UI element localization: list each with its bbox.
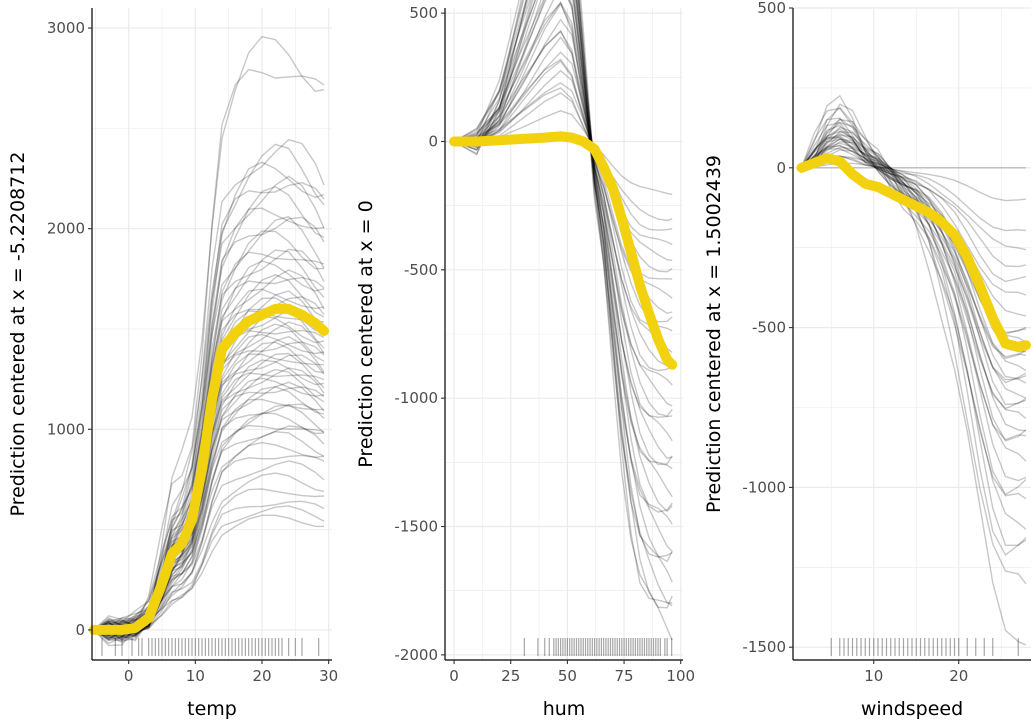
ice-line [93, 412, 325, 635]
x-tick-label: 100 [666, 667, 695, 685]
ice-line [453, 0, 673, 442]
ice-line [453, 0, 673, 417]
y-tick-label: 1000 [47, 420, 85, 438]
x-tick-label: 50 [558, 667, 577, 685]
ice-line [93, 161, 325, 642]
ice-line [453, 0, 673, 525]
ice-line [93, 377, 325, 637]
temp-ice-panel: 0 1000 2000 3000 0 10 20 30 temp Prediction cente… [7, 8, 338, 720]
y-tick-label: 500 [409, 4, 438, 22]
ice-line [453, 60, 673, 273]
y-tick-label: 0 [75, 621, 85, 639]
ice-line [453, 51, 673, 299]
ice-line [453, 2, 673, 367]
ice-line [801, 134, 1027, 384]
y-tick-label: 3000 [47, 19, 85, 37]
ice-line [454, 0, 673, 460]
ice-line [453, 0, 673, 607]
ice-line [801, 142, 1027, 380]
ice-line [800, 124, 1027, 420]
ice-line [801, 155, 1027, 251]
x-tick-label: 10 [186, 667, 205, 685]
ice-line [454, 0, 673, 558]
y-tick-label: -2000 [394, 646, 438, 664]
ice-line [93, 248, 325, 636]
ice-line [801, 128, 1027, 384]
y-tick-label: -1000 [394, 389, 438, 407]
ice-line [454, 1, 673, 372]
ice-line [93, 359, 325, 636]
y-tick-label: -1500 [742, 638, 786, 656]
y-tick-label: 0 [428, 132, 438, 150]
x-tick-label: 0 [124, 667, 134, 685]
ice-line [801, 144, 1027, 296]
ice-line [800, 136, 1027, 399]
ice-line [453, 0, 673, 641]
ice-line [801, 155, 1027, 268]
ice-line [93, 138, 325, 635]
ice-line [453, 0, 673, 583]
x-tick-label: 25 [501, 667, 520, 685]
pdp-average-line [88, 303, 329, 635]
ice-line [800, 107, 1027, 646]
ice-line [453, 0, 673, 498]
ice-line [454, 0, 673, 407]
x-tick-label: 20 [949, 667, 968, 685]
ice-line [454, 0, 673, 604]
ice-line [93, 215, 325, 631]
ice-line [801, 103, 1027, 556]
y-tick-label: 0 [776, 159, 786, 177]
ice-line [454, 69, 673, 262]
ice-line [453, 0, 673, 609]
ice-line [93, 181, 325, 645]
ice-line [454, 0, 673, 418]
ice-line [800, 130, 1027, 482]
ice-line [800, 136, 1027, 372]
ice-line [453, 0, 673, 563]
ice-line [454, 36, 673, 315]
ice-line [453, 0, 673, 466]
x-tick-label: 30 [319, 667, 338, 685]
ice-line [453, 1, 673, 386]
ice-line [454, 58, 673, 280]
hum-ice-panel: 500 0 -500 -1000 -1500 -2000 0 25 50 75 100 hum Pred… [355, 0, 695, 720]
y-tick-label: -1000 [742, 478, 786, 496]
ice-line [93, 216, 325, 641]
x-axis-title: temp [187, 698, 237, 720]
ice-line [93, 230, 325, 638]
x-tick-label: 0 [449, 667, 459, 685]
ice-line [93, 175, 325, 631]
x-tick-label: 75 [615, 667, 634, 685]
x-tick-label: 10 [864, 667, 883, 685]
y-tick-label: 2000 [47, 220, 85, 238]
ice-line [801, 118, 1027, 496]
y-axis-title: Prediction centered at x = -5.2208712 [7, 152, 29, 517]
ice-line [453, 0, 673, 513]
ice-line [800, 121, 1027, 546]
y-tick-label: 500 [757, 0, 786, 17]
x-tick-label: 20 [252, 667, 271, 685]
ice-line [453, 0, 673, 470]
y-axis-title: Prediction centered at x = 0 [355, 200, 377, 467]
ice-line [800, 121, 1027, 462]
pdp-average-line [449, 131, 678, 370]
windspeed-ice-panel: 500 0 -500 -1000 -1500 10 20 windspeed Predictio… [703, 0, 1031, 720]
y-tick-label: -500 [404, 261, 438, 279]
x-axis-title: windspeed [861, 698, 963, 720]
ice-line [93, 35, 325, 642]
ice-line [801, 132, 1027, 358]
ice-line [801, 149, 1027, 283]
y-axis-title: Prediction centered at x = 1.5002439 [703, 155, 725, 513]
ice-line [453, 0, 673, 552]
pdp-average-line [796, 153, 1031, 352]
x-axis-title: hum [543, 698, 586, 720]
ice-line [801, 147, 1027, 317]
ice-line [801, 126, 1027, 410]
ice-line [801, 141, 1027, 360]
ice-line [454, 81, 673, 246]
ice-line [453, 0, 673, 513]
y-tick-label: -1500 [394, 518, 438, 536]
y-tick-label: -500 [752, 319, 786, 337]
